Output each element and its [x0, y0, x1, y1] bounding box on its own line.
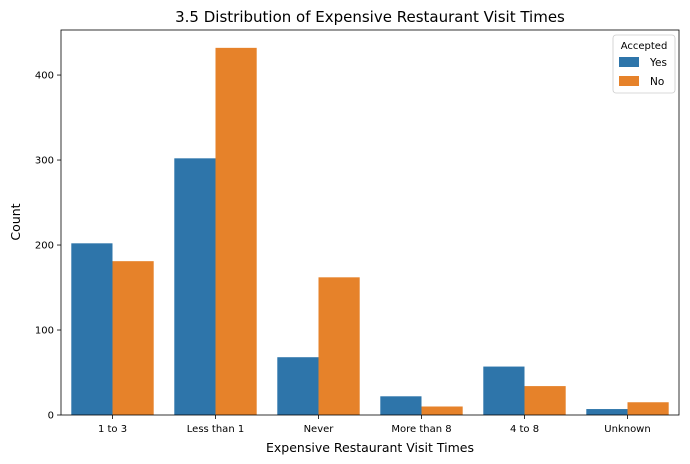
plot-area: [60, 29, 680, 416]
bar-yes-1: [174, 158, 216, 415]
bar-no-0: [112, 261, 154, 415]
y-tick-label: 400: [35, 71, 54, 82]
legend-title: Accepted: [621, 41, 668, 52]
bar-no-3: [421, 406, 463, 415]
y-tick-label: 0: [48, 411, 54, 422]
x-tick-label: Less than 1: [187, 424, 244, 435]
legend-label-yes: Yes: [649, 57, 667, 69]
chart-title: 3.5 Distribution of Expensive Restaurant…: [175, 8, 565, 26]
x-tick-label: Unknown: [604, 424, 650, 435]
y-axis: 0 100 200 300 400: [35, 71, 61, 422]
bar-no-1: [215, 47, 257, 415]
x-tick-label: 1 to 3: [98, 424, 127, 435]
bar-no-4: [524, 386, 566, 415]
legend-swatch-yes: [619, 57, 639, 67]
bar-no-5: [627, 402, 669, 415]
bar-yes-4: [483, 366, 525, 415]
x-tick-label: 4 to 8: [510, 424, 539, 435]
x-axis: 1 to 3 Less than 1 Never More than 8 4 to 8 U…: [98, 415, 651, 435]
y-tick-label: 200: [35, 241, 54, 252]
bar-yes-2: [277, 357, 319, 415]
bar-yes-5: [586, 409, 628, 415]
bar-yes-0: [71, 243, 113, 415]
x-tick-label: More than 8: [391, 424, 451, 435]
legend-swatch-no: [619, 76, 639, 86]
x-axis-label: Expensive Restaurant Visit Times: [266, 440, 474, 455]
plot-frame: [60, 29, 680, 416]
bar-yes-3: [380, 396, 422, 415]
legend-label-no: No: [650, 76, 664, 88]
x-tick-label: Never: [304, 424, 335, 435]
legend: Accepted Yes No: [612, 34, 676, 94]
y-axis-label: Count: [8, 203, 23, 240]
bar-no-2: [318, 277, 360, 415]
y-tick-label: 100: [35, 326, 54, 337]
y-tick-label: 300: [35, 156, 54, 167]
